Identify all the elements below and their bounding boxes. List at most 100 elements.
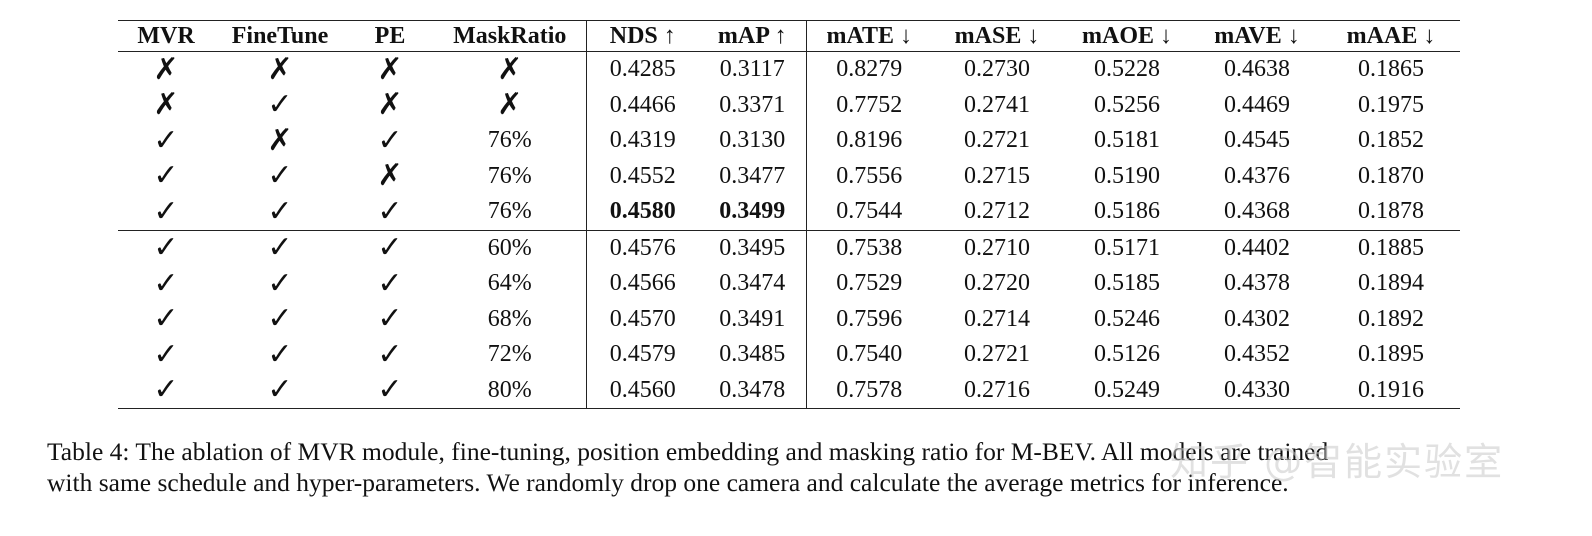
config-cell: ✓ bbox=[377, 337, 403, 371]
metric-cell: 0.7556 bbox=[836, 162, 903, 189]
config-cell: ✗ bbox=[377, 159, 403, 193]
column-header: NDS ↑ bbox=[609, 22, 676, 49]
metric-cell: 0.2721 bbox=[964, 127, 1030, 154]
column-header: mAVE ↓ bbox=[1214, 22, 1300, 49]
column-header: mATE ↓ bbox=[826, 22, 913, 49]
metric-cell: 0.2710 bbox=[964, 234, 1030, 261]
table-row: ✓ ✓ ✓ 80% 0.4560 0.3478 0.7578 0.2716 0.5249 0.43… bbox=[118, 372, 1460, 409]
metric-cell: 0.7752 bbox=[836, 91, 903, 118]
config-cell: 68% bbox=[434, 301, 587, 337]
table-row: ✓ ✓ ✓ 72% 0.4579 0.3485 0.7540 0.2721 0.5126 0.43… bbox=[118, 337, 1460, 373]
table-header: MVR FineTune PE MaskRatio NDS ↑ mAP ↑ mATE ↓ mA… bbox=[118, 20, 1460, 52]
metric-cell: 0.4560 bbox=[609, 376, 676, 403]
metric-cell: 0.4638 bbox=[1224, 56, 1290, 83]
metric-cell: 0.2715 bbox=[964, 162, 1030, 189]
table-row: ✓ ✗ ✓ 76% 0.4319 0.3130 0.8196 0.2721 0.5181 0.45… bbox=[118, 123, 1460, 159]
config-cell: ✓ bbox=[153, 231, 179, 265]
config-cell: ✓ bbox=[267, 88, 293, 122]
metric-cell: 0.4319 bbox=[609, 127, 676, 154]
metric-cell: 0.1916 bbox=[1358, 376, 1424, 403]
config-cell: ✗ bbox=[377, 88, 403, 122]
config-cell: ✗ bbox=[153, 88, 179, 122]
caption-line-1: Table 4: The ablation of MVR module, fin… bbox=[47, 437, 1329, 466]
metric-cell: 0.4552 bbox=[609, 162, 676, 189]
table-caption: Table 4: The ablation of MVR module, fin… bbox=[47, 436, 1547, 498]
caption-line-2: with same schedule and hyper-parameters.… bbox=[47, 468, 1289, 497]
metric-cell: 0.5256 bbox=[1094, 91, 1160, 118]
metric-cell: 0.7540 bbox=[836, 341, 903, 368]
metric-cell: 0.1894 bbox=[1358, 270, 1424, 297]
metric-cell: 0.1892 bbox=[1358, 305, 1424, 332]
metric-cell: 0.7538 bbox=[836, 234, 903, 261]
metric-cell: 0.2721 bbox=[964, 341, 1030, 368]
metric-cell: 0.3478 bbox=[699, 372, 807, 409]
metric-cell: 0.1870 bbox=[1358, 162, 1424, 189]
config-cell: 76% bbox=[434, 194, 587, 230]
config-cell: ✓ bbox=[377, 123, 403, 157]
metric-cell: 0.4402 bbox=[1224, 234, 1290, 261]
config-cell: ✓ bbox=[153, 266, 179, 300]
metric-cell: 0.4579 bbox=[609, 341, 676, 368]
config-cell: 80% bbox=[434, 372, 587, 409]
table-row: ✓ ✓ ✓ 60% 0.4576 0.3495 0.7538 0.2710 0.5171 0.44… bbox=[118, 230, 1460, 266]
column-header: MaskRatio bbox=[434, 20, 587, 52]
metric-cell: 0.7544 bbox=[836, 198, 903, 225]
config-cell: ✓ bbox=[267, 159, 293, 193]
metric-cell: 0.4378 bbox=[1224, 270, 1290, 297]
metric-cell: 0.5246 bbox=[1094, 305, 1160, 332]
metric-cell: 0.4566 bbox=[609, 270, 676, 297]
config-cell: ✓ bbox=[377, 266, 403, 300]
config-cell: ✗ bbox=[434, 51, 587, 88]
config-cell: ✓ bbox=[377, 231, 403, 265]
metric-cell: 0.3117 bbox=[699, 51, 807, 88]
column-header: PE bbox=[374, 22, 406, 49]
metric-cell: 0.8196 bbox=[836, 127, 903, 154]
metric-cell: 0.1865 bbox=[1358, 56, 1424, 83]
config-cell: 76% bbox=[434, 123, 587, 159]
metric-cell: 0.3477 bbox=[699, 158, 807, 194]
ablation-table-container: MVR FineTune PE MaskRatio NDS ↑ mAP ↑ mATE ↓ mA… bbox=[118, 20, 1460, 409]
metric-cell: 0.2714 bbox=[964, 305, 1030, 332]
metric-cell: 0.5171 bbox=[1094, 234, 1160, 261]
metric-cell: 0.1975 bbox=[1358, 91, 1424, 118]
config-cell: ✓ bbox=[377, 194, 403, 228]
metric-cell: 0.3371 bbox=[699, 87, 807, 123]
config-cell: 60% bbox=[434, 230, 587, 266]
metric-cell: 0.4545 bbox=[1224, 127, 1290, 154]
metric-cell: 0.1878 bbox=[1358, 198, 1424, 225]
config-cell: ✓ bbox=[267, 337, 293, 371]
metric-cell: 0.5190 bbox=[1094, 162, 1160, 189]
metric-cell: 0.5185 bbox=[1094, 270, 1160, 297]
metric-cell: 0.5126 bbox=[1094, 341, 1160, 368]
config-cell: ✓ bbox=[153, 194, 179, 228]
table-row: ✓ ✓ ✓ 68% 0.4570 0.3491 0.7596 0.2714 0.5246 0.43… bbox=[118, 301, 1460, 337]
metric-cell: 0.5228 bbox=[1094, 56, 1160, 83]
column-header: mAAE ↓ bbox=[1346, 22, 1436, 49]
metric-cell: 0.4376 bbox=[1224, 162, 1290, 189]
config-cell: ✓ bbox=[267, 194, 293, 228]
config-cell: ✗ bbox=[377, 52, 403, 86]
metric-cell: 0.2712 bbox=[964, 198, 1030, 225]
config-cell: ✓ bbox=[267, 373, 293, 407]
metric-cell: 0.1895 bbox=[1358, 341, 1424, 368]
table-row: ✓ ✓ ✗ 76% 0.4552 0.3477 0.7556 0.2715 0.5190 0.43… bbox=[118, 158, 1460, 194]
table-row: ✓ ✓ ✓ 76% 0.4580 0.3499 0.7544 0.2712 0.5186 0.43… bbox=[118, 194, 1460, 230]
config-cell: ✓ bbox=[153, 123, 179, 157]
config-cell: ✓ bbox=[377, 373, 403, 407]
column-header: MVR bbox=[137, 22, 195, 49]
config-cell: ✓ bbox=[153, 302, 179, 336]
metric-cell: 0.4469 bbox=[1224, 91, 1290, 118]
metric-cell: 0.3485 bbox=[699, 337, 807, 373]
config-cell: ✗ bbox=[153, 52, 179, 86]
config-cell: ✓ bbox=[153, 337, 179, 371]
config-cell: ✓ bbox=[377, 302, 403, 336]
config-cell: ✓ bbox=[153, 159, 179, 193]
column-header: FineTune bbox=[231, 22, 329, 49]
metric-cell: 0.3130 bbox=[699, 123, 807, 159]
metric-cell: 0.4580 bbox=[609, 198, 676, 225]
metric-cell: 0.4285 bbox=[609, 56, 676, 83]
metric-cell: 0.7529 bbox=[836, 270, 903, 297]
config-cell: 72% bbox=[434, 337, 587, 373]
metric-cell: 0.4302 bbox=[1224, 305, 1290, 332]
metric-cell: 0.3499 bbox=[699, 194, 807, 230]
